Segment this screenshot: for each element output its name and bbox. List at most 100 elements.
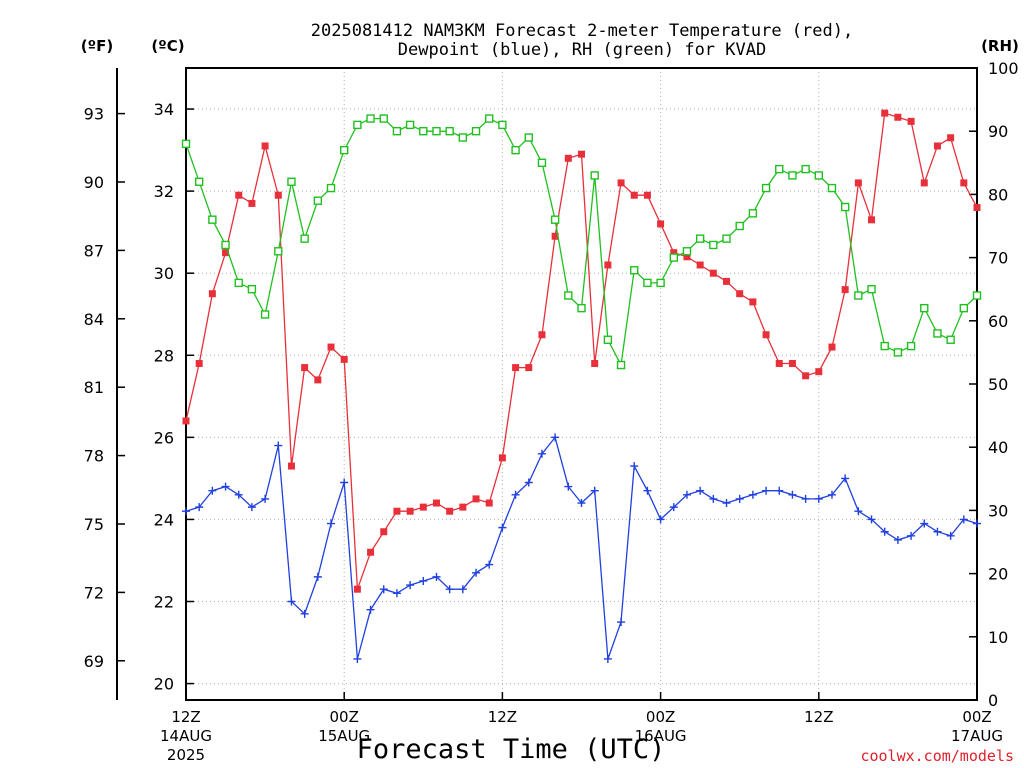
dewpoint-point — [195, 503, 204, 512]
temperature-point — [551, 232, 559, 240]
dewpoint-point — [973, 519, 981, 528]
rh-point — [669, 253, 678, 262]
dewpoint-point — [445, 585, 454, 594]
dewpoint-point — [814, 494, 823, 503]
dewpoint-point — [893, 535, 902, 544]
temperature-point — [591, 359, 599, 367]
rh-point — [840, 202, 850, 212]
axes — [116, 67, 978, 701]
dewpoint-point — [419, 576, 428, 585]
dewpoint-point — [959, 515, 968, 524]
temperature-point — [749, 298, 757, 306]
fahrenheit-tick-label: 87 — [84, 241, 104, 260]
temperature-point — [578, 150, 585, 158]
dewpoint-point — [603, 654, 612, 663]
rh-tick-label: 70 — [988, 249, 1008, 268]
chart-title-line1: 2025081412 NAM3KM Forecast 2-meter Tempe… — [311, 21, 853, 41]
temperature-point — [459, 503, 467, 511]
rh-point — [419, 126, 428, 136]
fahrenheit-tick-label: 81 — [84, 378, 104, 397]
rh-point — [194, 177, 204, 186]
fahrenheit-tick-label: 72 — [84, 583, 104, 602]
rh-point — [735, 221, 744, 231]
temperature-point — [222, 249, 230, 257]
temperature-point — [538, 331, 546, 339]
temperature-point — [960, 179, 968, 187]
x-tick-label: 12Z — [488, 708, 517, 726]
rh-point — [695, 234, 705, 243]
fahrenheit-tick-label: 90 — [84, 173, 104, 192]
rh-point — [340, 145, 349, 155]
rh-point — [313, 196, 323, 205]
temperature-point — [683, 253, 691, 261]
rh-tick-label: 40 — [988, 438, 1008, 457]
rh-tick-label: 0 — [988, 691, 998, 710]
rh-tick-label: 30 — [988, 501, 1008, 520]
temperature-point — [802, 372, 810, 380]
rh-point — [656, 278, 665, 288]
rh-point — [274, 247, 283, 256]
dewpoint-point — [696, 486, 705, 495]
temperature-point — [512, 364, 520, 372]
rh-point — [616, 360, 626, 370]
temperature-point — [604, 261, 612, 269]
temperature-point — [881, 109, 889, 117]
temperature-point — [736, 290, 744, 298]
dewpoint-point — [221, 482, 230, 491]
rh-point — [801, 164, 810, 174]
rh-point — [775, 164, 784, 174]
dewpoint-point — [630, 462, 639, 471]
temperature-point — [841, 286, 849, 294]
rh-point — [392, 126, 402, 136]
fahrenheit-tick-label: 78 — [84, 447, 104, 466]
rh-point — [247, 285, 257, 294]
credit-label: coolwx.com/models — [860, 747, 1014, 765]
rh-point — [524, 133, 533, 142]
rh-point — [814, 171, 823, 180]
temperature-point — [274, 191, 282, 199]
rh-point — [471, 126, 481, 136]
celsius-unit-label: (ºC) — [151, 37, 184, 55]
dewpoint-point — [801, 494, 810, 503]
dewpoint-point — [366, 605, 375, 614]
rh-point — [906, 341, 916, 351]
x-tick-label: 14AUG — [160, 727, 212, 745]
celsius-tick-label: 28 — [154, 346, 174, 365]
dewpoint-point — [907, 531, 916, 540]
temperature-point — [301, 364, 309, 372]
dewpoint-point — [287, 597, 296, 606]
rh-point — [221, 240, 230, 250]
dewpoint-point — [682, 490, 691, 499]
fahrenheit-tick-label: 93 — [84, 105, 104, 124]
temperature-point — [235, 191, 243, 199]
rh-point — [880, 341, 889, 351]
rh-point — [234, 278, 243, 288]
rh-point — [603, 335, 613, 344]
rh-point — [946, 335, 955, 344]
dewpoint-point — [261, 494, 270, 503]
rh-point — [537, 158, 547, 168]
dewpoint-point — [933, 527, 942, 536]
rh-point — [445, 126, 454, 136]
rh-point — [972, 291, 982, 300]
rh-point — [788, 171, 797, 180]
tick-labels: 69 72 75 78 81 84 87 90 93 20 22 24 26 28 30 32 34 0 10 20 3… — [84, 59, 1019, 764]
temperature-point — [643, 191, 651, 199]
dewpoint-point — [340, 478, 349, 487]
temperature-point — [327, 343, 335, 351]
x-tick-label: 12Z — [171, 708, 200, 726]
fahrenheit-tick-label: 75 — [84, 515, 104, 534]
chart-title-line2: Dewpoint (blue), RH (green) for KVAD — [398, 40, 766, 60]
temperature-point — [248, 199, 256, 207]
temperature-point — [380, 528, 388, 536]
dewpoint-point — [247, 503, 256, 512]
celsius-tick-label: 20 — [154, 675, 174, 694]
temperature-point — [208, 290, 216, 298]
rh-point — [432, 126, 441, 136]
dewpoint-point — [353, 654, 362, 663]
dewpoint-point — [498, 523, 507, 532]
dewpoint-point — [643, 486, 652, 495]
rh-point — [287, 177, 296, 186]
rh-point — [181, 139, 191, 149]
